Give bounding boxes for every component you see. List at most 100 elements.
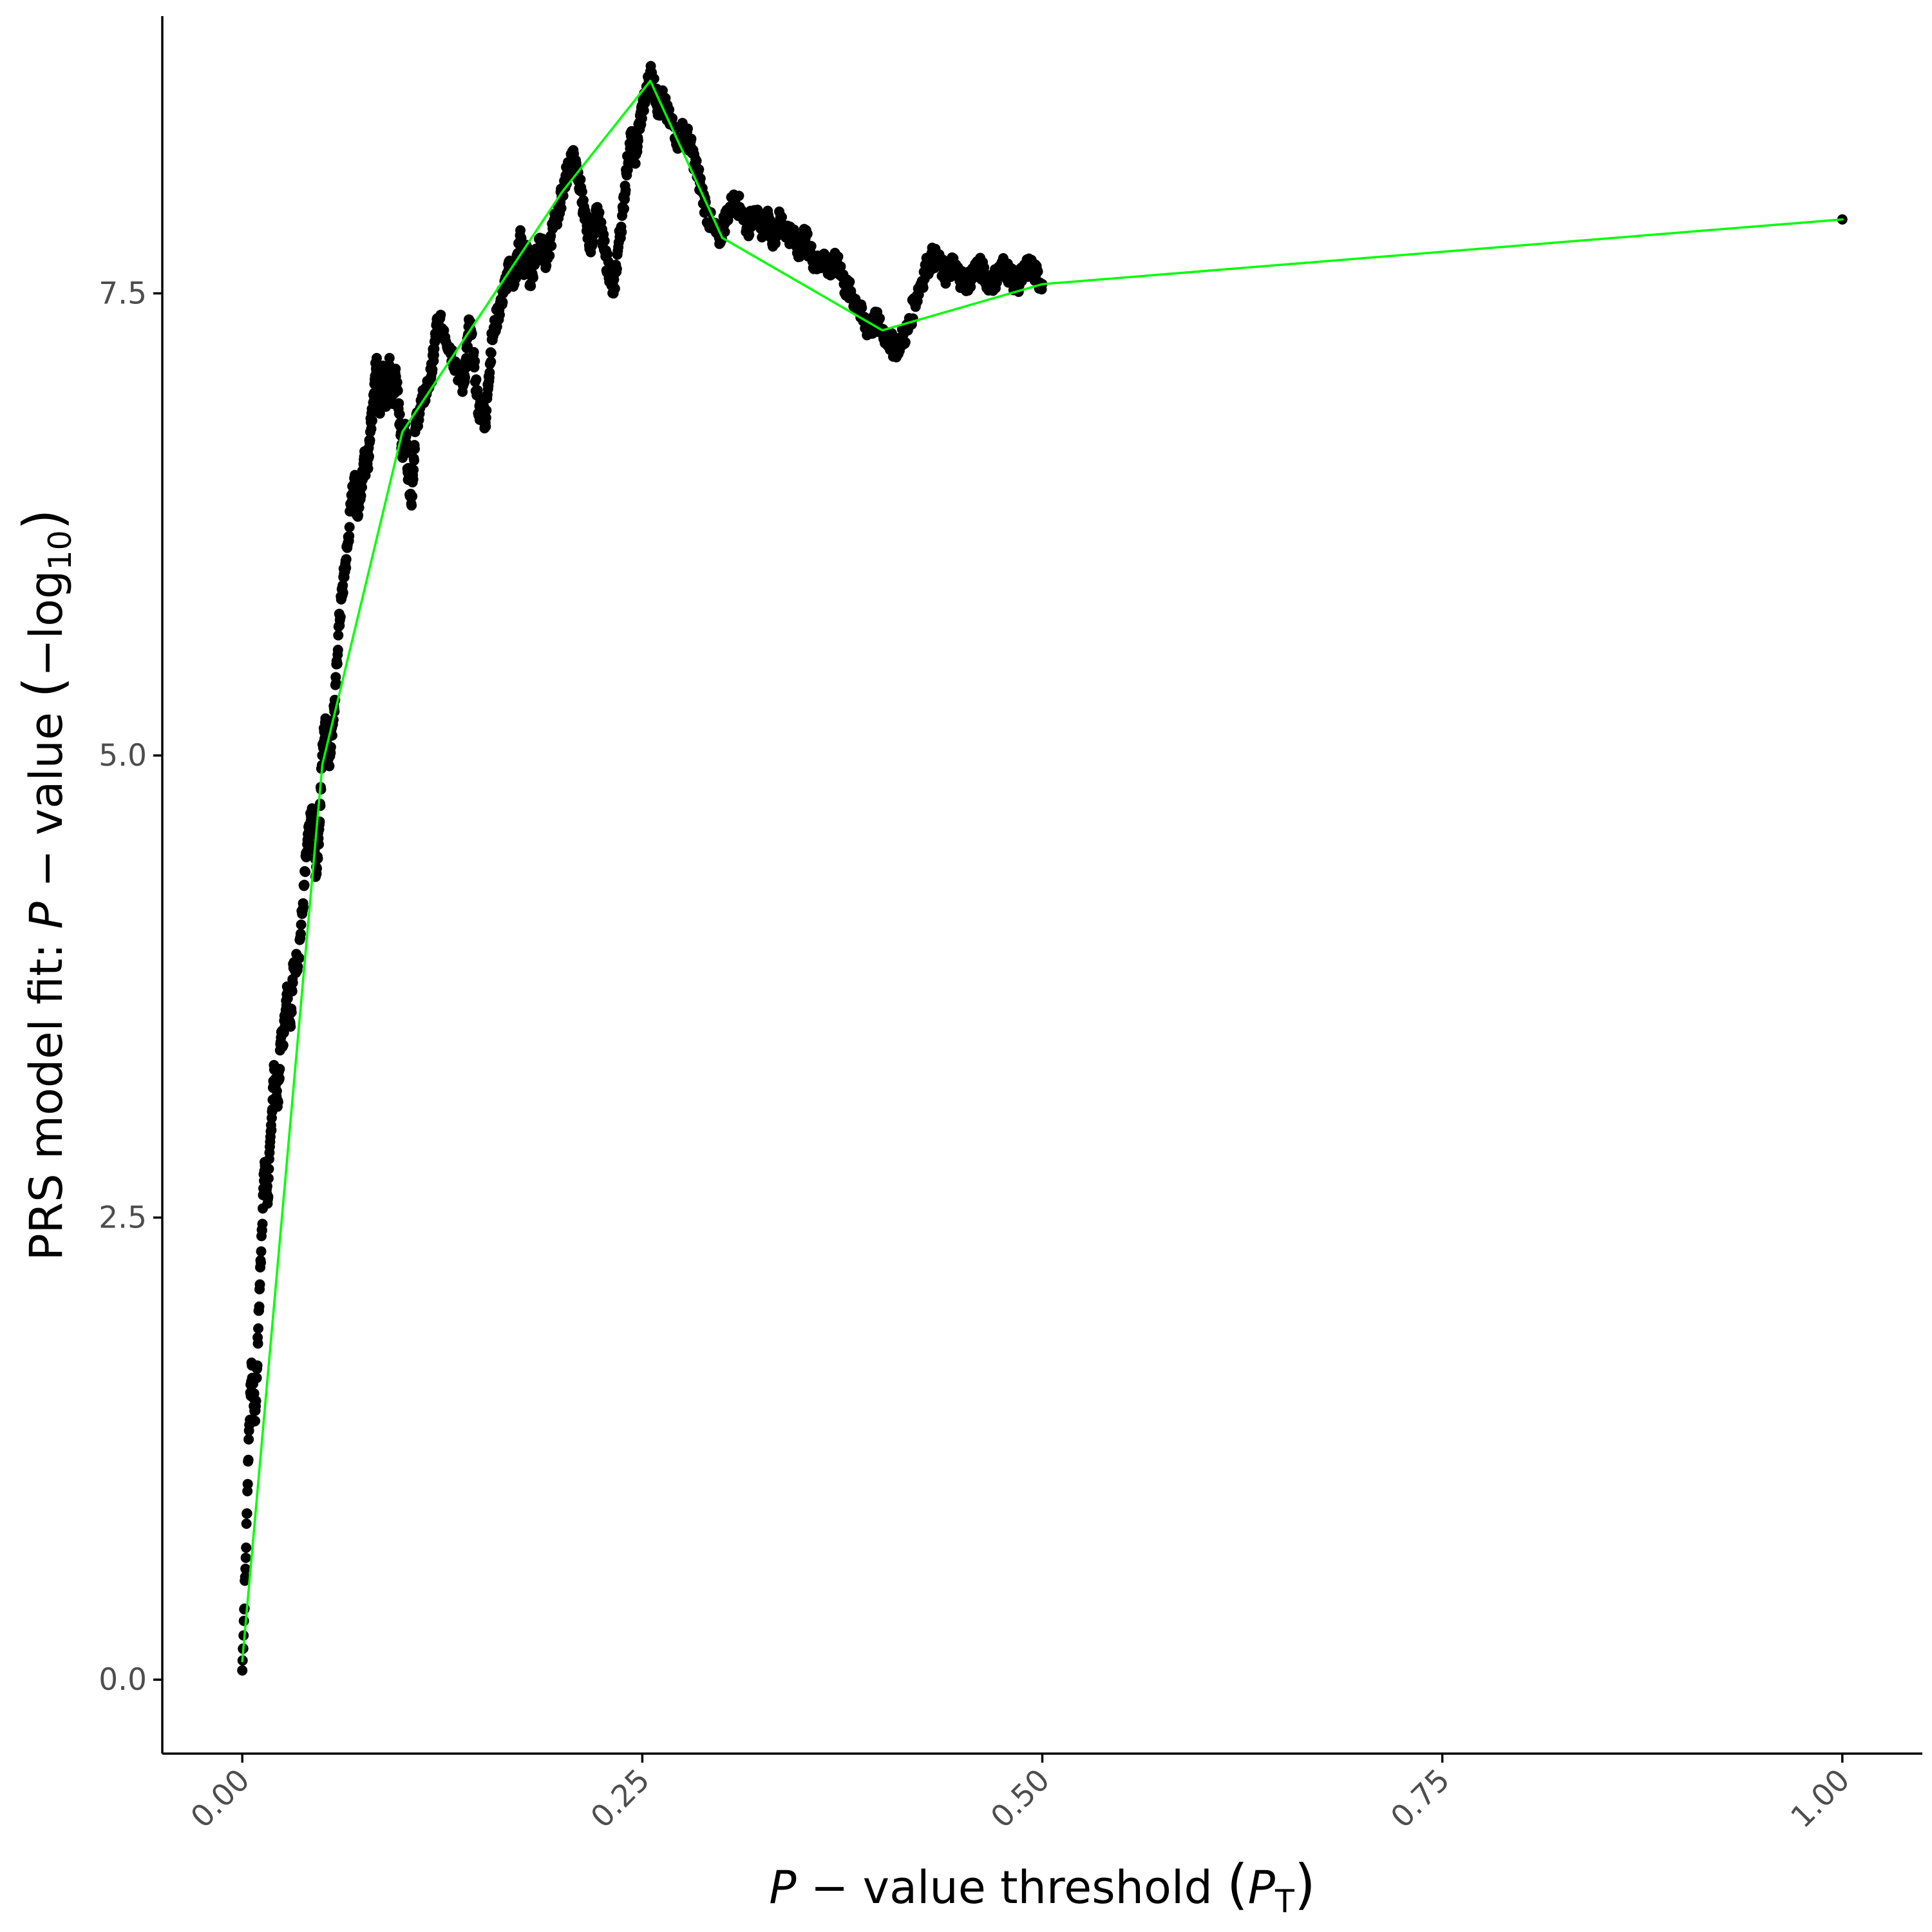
data-point [240,1552,251,1563]
y-title-colon: : [20,943,73,959]
data-point [435,309,446,320]
data-point [272,1097,283,1108]
data-point [575,174,586,185]
data-point [480,421,491,432]
data-point [325,742,336,753]
data-point [333,630,344,641]
data-point [833,251,844,262]
data-point [486,356,497,367]
data-point [744,229,755,240]
x-axis-title: P − value threshold (PT) [769,1853,1315,1920]
data-point [636,113,647,124]
data-point [298,902,309,913]
y-title-open-paren: ( [12,677,75,698]
data-point [526,281,536,292]
data-point [237,1665,248,1676]
data-point [263,1164,274,1175]
data-point [337,587,348,598]
data-point [480,412,491,423]
data-point [308,810,319,821]
data-point [287,977,298,988]
data-point [546,240,557,251]
data-point [682,123,693,134]
data-point [691,155,702,166]
data-point [355,490,366,501]
x-tick-label: 0.50 [984,1763,1057,1835]
x-title-close-paren: ) [1294,1853,1316,1916]
data-point [777,212,788,223]
y-tick-label: 7.5 [99,276,147,312]
y-tick-label: 2.5 [99,1200,147,1236]
data-point [295,928,306,939]
data-point [384,352,395,363]
data-point [393,398,404,409]
data-point [299,880,310,891]
data-point [324,761,335,772]
y-axis-ticks: 0.0 2.5 5.0 7.5 [99,276,162,1698]
data-point [274,1064,285,1075]
data-point [287,986,298,997]
data-point [240,1563,251,1574]
data-point [410,444,421,455]
threshold-line-series [241,79,1844,1663]
data-point [611,263,622,274]
data-point [719,227,730,238]
y-title-middle: − value [20,698,73,902]
x-tick-label: 0.75 [1384,1763,1457,1835]
x-title-middle: − value threshold [796,1861,1227,1914]
y-title-subscript: 10 [42,530,79,570]
data-point [300,866,311,877]
plot-area [237,61,1848,1676]
data-point [366,423,377,434]
data-point [406,500,417,511]
data-point [263,1173,274,1184]
data-point [315,800,326,811]
data-point [344,522,355,533]
data-point [392,385,403,396]
y-title-italic: P [20,901,73,929]
data-point [354,502,365,513]
data-point [806,241,817,252]
data-point [330,677,341,688]
data-point [371,352,382,363]
data-point [788,224,799,235]
data-point [271,1086,282,1097]
data-point [365,435,375,446]
data-point [252,1360,263,1371]
data-point [238,1615,249,1626]
data-point [694,164,705,175]
data-point [256,1246,267,1257]
data-point [497,297,508,308]
data-point [257,1218,268,1229]
data-point [294,952,305,963]
data-point [632,135,643,146]
data-point [344,531,355,542]
data-point [292,961,303,972]
data-point [363,463,374,474]
data-point [544,250,555,261]
data-point [486,348,497,359]
data-point [254,1279,265,1290]
data-point [529,260,540,270]
data-point [576,186,587,197]
data-point [472,385,483,396]
data-point [427,364,438,375]
data-point [241,1519,252,1530]
data-point [409,455,420,466]
data-point [332,645,343,656]
data-point [802,229,813,240]
data-point [460,372,471,383]
data-point [296,919,307,930]
x-title-open-paren: ( [1227,1853,1248,1916]
data-point [252,1338,263,1349]
data-point [511,273,522,284]
data-point [240,1571,251,1582]
data-point [366,415,377,426]
data-point [266,1124,277,1135]
data-point [900,337,911,348]
data-point [337,580,348,591]
data-point [835,261,846,272]
data-point [695,173,706,184]
x-tick-label: 0.00 [184,1763,257,1835]
data-point [251,1396,261,1406]
